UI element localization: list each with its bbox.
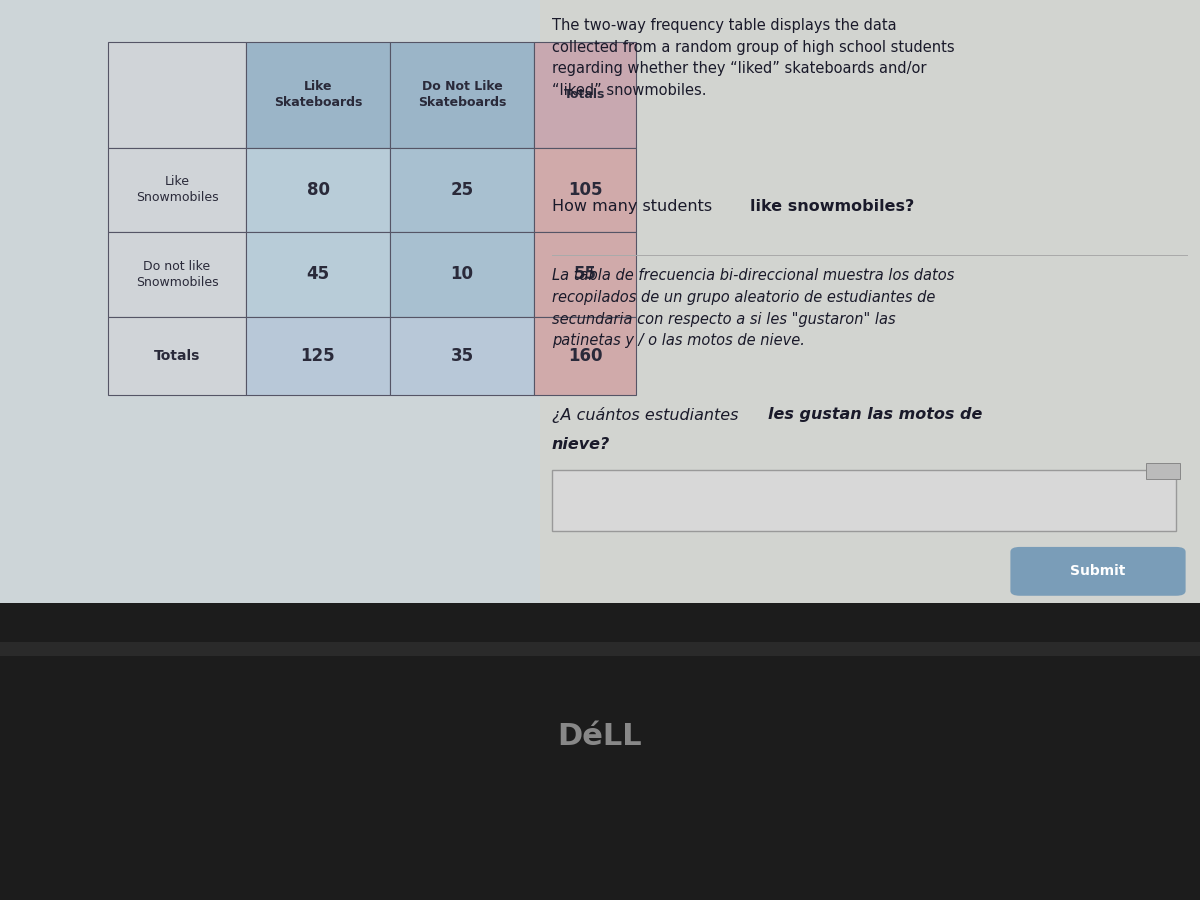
Text: Like
Skateboards: Like Skateboards	[274, 80, 362, 110]
Text: like snowmobiles?: like snowmobiles?	[750, 199, 914, 214]
Text: les gustan las motos de: les gustan las motos de	[768, 407, 983, 422]
Bar	[390, 148, 534, 232]
Bar	[108, 317, 246, 395]
Text: 105: 105	[568, 181, 602, 199]
Text: Do Not Like
Skateboards: Do Not Like Skateboards	[418, 80, 506, 110]
Bar	[246, 317, 390, 395]
Text: 45: 45	[306, 266, 330, 284]
Text: 55: 55	[574, 266, 596, 284]
Bar	[0, 642, 1200, 656]
Text: Totals: Totals	[154, 349, 200, 363]
Bar	[246, 42, 390, 148]
Bar	[390, 317, 534, 395]
Bar	[540, 0, 1200, 603]
Bar	[552, 471, 1176, 531]
Bar	[246, 232, 390, 317]
Text: Totals: Totals	[564, 88, 606, 102]
Text: 125: 125	[301, 346, 335, 364]
Text: The two-way frequency table displays the data
collected from a random group of h: The two-way frequency table displays the…	[552, 18, 955, 98]
Bar	[534, 317, 636, 395]
Text: 10: 10	[450, 266, 474, 284]
Text: How many students: How many students	[552, 199, 718, 214]
Text: Do not like
Snowmobiles: Do not like Snowmobiles	[136, 260, 218, 289]
Text: La tabla de frecuencia bi-direccional muestra los datos
recopilados de un grupo : La tabla de frecuencia bi-direccional mu…	[552, 268, 954, 348]
FancyBboxPatch shape	[1010, 547, 1186, 596]
Bar	[246, 148, 390, 232]
Bar	[1146, 463, 1180, 480]
Bar	[534, 232, 636, 317]
Bar	[390, 232, 534, 317]
Text: Submit: Submit	[1070, 564, 1126, 578]
Bar	[390, 42, 534, 148]
Text: Like
Snowmobiles: Like Snowmobiles	[136, 176, 218, 204]
Text: 160: 160	[568, 346, 602, 364]
Bar	[534, 42, 636, 148]
Bar	[0, 0, 540, 603]
Bar	[534, 148, 636, 232]
Text: 25: 25	[450, 181, 474, 199]
Bar	[108, 42, 246, 148]
Text: 35: 35	[450, 346, 474, 364]
Bar	[108, 148, 246, 232]
Text: nieve?: nieve?	[552, 437, 611, 452]
Bar	[552, 255, 1188, 256]
Text: ¿A cuántos estudiantes: ¿A cuántos estudiantes	[552, 407, 744, 423]
Bar	[108, 232, 246, 317]
Text: 80: 80	[306, 181, 330, 199]
Text: DéLL: DéLL	[558, 722, 642, 752]
